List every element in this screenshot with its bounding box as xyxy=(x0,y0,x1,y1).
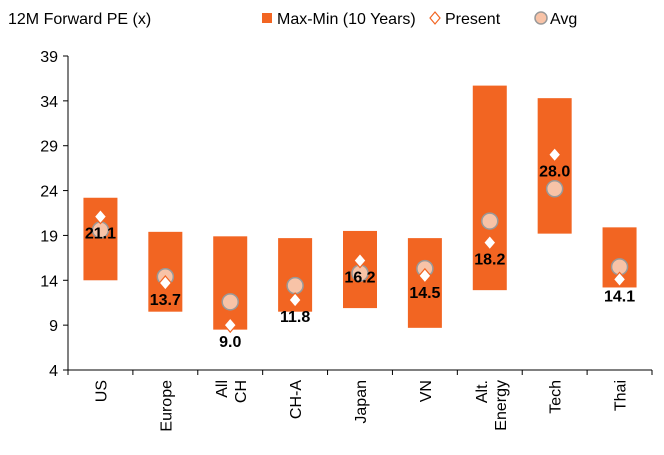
y-tick-label: 39 xyxy=(40,49,58,66)
legend-swatch xyxy=(429,11,441,25)
x-tick-label: Alt. Energy xyxy=(474,380,510,431)
value-label: 9.0 xyxy=(219,334,241,351)
value-label: 28.0 xyxy=(539,164,570,181)
y-tick-label: 9 xyxy=(49,318,58,335)
present-marker xyxy=(547,146,562,163)
present-marker xyxy=(612,271,627,288)
y-tick-label: 14 xyxy=(40,273,58,290)
y-tick-label: 4 xyxy=(49,363,58,380)
x-tick-label: Japan xyxy=(353,380,370,424)
x-tick-label: All CH xyxy=(214,380,250,403)
legend-swatch xyxy=(262,13,272,23)
present-marker xyxy=(158,275,173,291)
value-label: 13.7 xyxy=(150,292,181,309)
value-label: 14.1 xyxy=(604,288,635,305)
legend-label: Avg xyxy=(550,11,577,28)
range-bar xyxy=(537,98,572,234)
value-label: 14.5 xyxy=(409,285,440,302)
chart-title: 12M Forward PE (x) xyxy=(8,11,151,28)
present-marker xyxy=(223,317,238,334)
present-marker xyxy=(482,234,497,251)
x-tick-label: CH-A xyxy=(288,380,305,419)
present-marker xyxy=(353,252,367,269)
value-label: 18.2 xyxy=(474,252,505,269)
avg-marker xyxy=(286,276,304,295)
x-tick-label: VN xyxy=(418,380,435,402)
present-marker xyxy=(93,208,108,225)
x-tick-label: Europe xyxy=(158,380,175,432)
present-marker xyxy=(288,292,302,308)
y-tick-label: 34 xyxy=(40,94,58,111)
present-marker xyxy=(418,267,432,284)
legend-label: Max-Min (10 Years) xyxy=(277,11,416,28)
x-tick-label: Tech xyxy=(548,380,565,414)
y-tick-label: 19 xyxy=(40,228,58,245)
value-label: 16.2 xyxy=(344,270,375,287)
x-tick-label: Thai xyxy=(613,380,630,411)
range-bar xyxy=(213,236,248,330)
legend-swatch xyxy=(534,11,548,25)
avg-marker xyxy=(221,293,239,311)
avg-marker xyxy=(545,180,564,198)
x-tick-label: US xyxy=(93,380,110,402)
y-tick-label: 24 xyxy=(40,184,58,201)
y-tick-label: 29 xyxy=(40,139,58,156)
range-bar xyxy=(472,85,507,291)
value-label: 11.8 xyxy=(280,309,310,326)
legend-label: Present xyxy=(445,11,501,28)
value-label: 21.1 xyxy=(85,226,116,243)
avg-marker xyxy=(481,212,499,230)
